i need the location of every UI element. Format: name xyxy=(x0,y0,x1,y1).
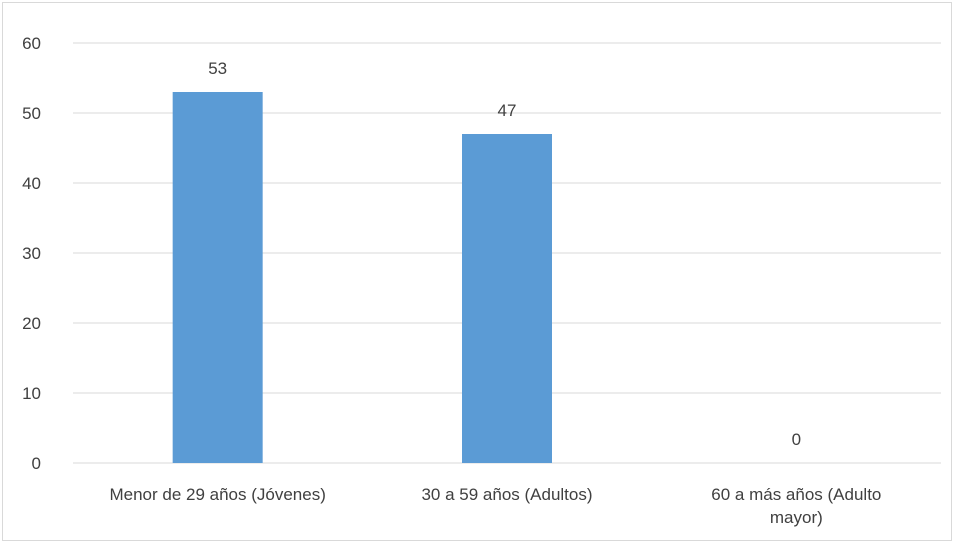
y-axis-ticks: 0 10 20 30 40 50 60 xyxy=(22,34,41,473)
data-label: 47 xyxy=(498,101,517,120)
x-axis-categories: Menor de 29 años (Jóvenes) 30 a 59 años (… xyxy=(109,485,881,527)
y-tick-label: 30 xyxy=(22,244,41,263)
y-tick-label: 10 xyxy=(22,384,41,403)
y-tick-label: 60 xyxy=(22,34,41,53)
chart-frame: 0 10 20 30 40 50 60 53 47 0 Menor de 29 años (Jó… xyxy=(2,2,952,541)
data-label: 0 xyxy=(792,430,801,449)
x-category-label: Menor de 29 años (Jóvenes) xyxy=(109,485,325,504)
bar xyxy=(462,134,552,463)
data-label: 53 xyxy=(208,59,227,78)
data-labels: 53 47 0 xyxy=(208,59,801,449)
y-tick-label: 20 xyxy=(22,314,41,333)
bar-chart: 0 10 20 30 40 50 60 53 47 0 Menor de 29 años (Jó… xyxy=(22,34,941,527)
y-tick-label: 0 xyxy=(32,454,41,473)
y-tick-label: 50 xyxy=(22,104,41,123)
x-category-label: 60 a más años (Adulto xyxy=(711,485,881,504)
bar xyxy=(172,92,263,463)
x-category-label: 30 a 59 años (Adultos) xyxy=(421,485,592,504)
y-tick-label: 40 xyxy=(22,174,41,193)
bars xyxy=(172,92,552,463)
x-category-label: mayor) xyxy=(770,508,823,527)
